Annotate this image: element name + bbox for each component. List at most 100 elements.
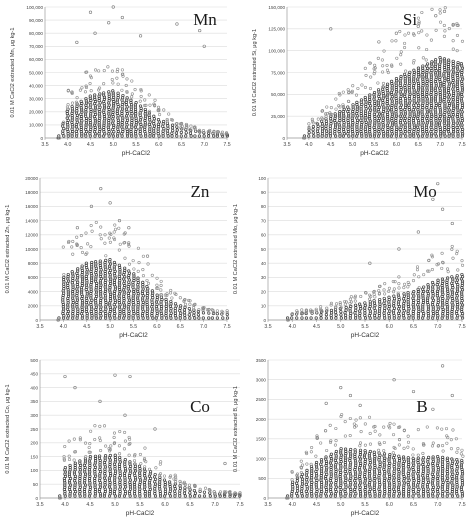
data-point: [197, 308, 201, 312]
data-point: [363, 316, 368, 320]
data-point: [86, 242, 90, 246]
data-point: [98, 436, 102, 440]
data-point: [237, 492, 241, 497]
data-point: [363, 301, 367, 305]
data-point: [446, 270, 450, 274]
data-point: [444, 427, 449, 431]
data-point: [364, 291, 368, 295]
data-point: [154, 466, 158, 470]
data-point: [183, 305, 187, 309]
data-point: [89, 223, 93, 228]
x-tick-label: 3.5: [36, 502, 43, 508]
data-point: [442, 57, 447, 61]
data-point: [145, 278, 149, 283]
x-tick-label: 4.5: [87, 142, 94, 148]
data-point: [443, 110, 447, 115]
data-point: [353, 311, 357, 315]
data-point: [429, 38, 433, 42]
data-point: [61, 120, 66, 124]
data-point: [145, 285, 149, 289]
data-point: [343, 420, 347, 424]
data-point: [351, 84, 355, 88]
data-point: [301, 311, 305, 315]
data-point: [388, 426, 392, 430]
y-tick-label: 18000: [25, 190, 38, 195]
x-tick-label: 4.0: [61, 502, 68, 508]
data-point: [102, 82, 106, 86]
data-point: [165, 119, 169, 123]
data-point: [368, 431, 372, 436]
data-point: [62, 275, 66, 279]
data-point: [443, 78, 447, 82]
data-point: [182, 480, 186, 484]
data-point: [299, 470, 303, 475]
data-point: [377, 284, 382, 289]
data-point: [162, 127, 166, 131]
data-point: [93, 93, 97, 97]
data-point: [120, 68, 124, 72]
data-point: [162, 478, 167, 482]
data-point: [363, 311, 367, 315]
data-point: [112, 230, 116, 234]
data-point: [450, 275, 454, 279]
data-point: [363, 422, 367, 426]
data-point: [395, 56, 399, 60]
data-point: [63, 466, 67, 470]
data-point: [391, 451, 395, 455]
data-point: [88, 94, 92, 98]
data-point: [459, 452, 463, 456]
data-point: [324, 429, 328, 433]
data-point: [402, 446, 406, 450]
data-point: [420, 10, 424, 15]
data-point: [329, 439, 333, 443]
data-point: [315, 435, 319, 440]
outlier-point: [394, 31, 398, 35]
data-point: [112, 236, 116, 240]
data-point: [324, 114, 328, 119]
data-point: [391, 280, 395, 284]
data-point: [415, 265, 420, 269]
data-point: [120, 72, 124, 76]
data-point: [416, 66, 421, 70]
data-point: [70, 101, 75, 105]
data-point: [72, 458, 76, 462]
data-point: [328, 134, 333, 138]
data-point: [201, 311, 206, 315]
data-point: [387, 286, 391, 290]
data-point: [133, 88, 137, 92]
data-point: [390, 63, 394, 67]
data-point: [143, 103, 147, 108]
data-point: [89, 89, 93, 93]
data-point: [188, 299, 192, 303]
data-point: [403, 33, 407, 37]
panel-mo: 0 10 20 30 40 50 60 70 80 90 100 3.5 4.0 4.5 5.0 5.5 6.0…: [233, 176, 466, 339]
data-point: [192, 488, 197, 493]
data-point: [208, 488, 212, 493]
data-point: [141, 268, 145, 272]
x-tick-label: 4.5: [327, 142, 334, 148]
data-point: [234, 491, 238, 496]
data-point: [238, 491, 242, 495]
data-point: [461, 454, 465, 458]
data-point: [67, 239, 71, 243]
data-point: [434, 58, 438, 62]
data-point: [436, 455, 440, 459]
data-point: [70, 245, 74, 249]
data-point: [120, 88, 124, 92]
data-point: [211, 131, 215, 135]
data-point: [368, 93, 372, 97]
data-point: [397, 282, 401, 286]
data-point: [441, 449, 445, 453]
data-point: [141, 280, 145, 284]
outlier-point: [434, 14, 438, 18]
y-tick-label: 80: [261, 204, 267, 209]
data-point: [430, 253, 434, 257]
data-point: [344, 308, 348, 312]
data-point: [378, 442, 382, 446]
data-point: [373, 70, 377, 74]
data-point: [372, 299, 376, 303]
data-point: [338, 302, 342, 306]
data-point: [363, 306, 367, 310]
data-point: [196, 313, 201, 317]
data-point: [434, 28, 438, 32]
